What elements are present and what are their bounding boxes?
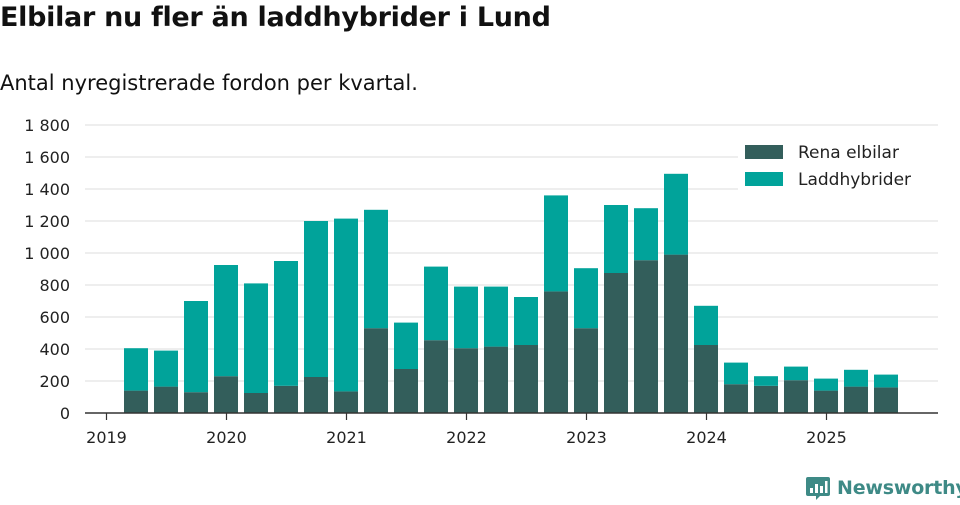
y-tick-label: 1 600 <box>24 148 70 167</box>
bar-laddhybrider <box>514 297 538 345</box>
bar-rena-elbilar <box>274 385 298 413</box>
bar-rena-elbilar <box>844 386 868 413</box>
bar-laddhybrider <box>724 362 748 385</box>
x-tick-label: 2021 <box>326 428 367 447</box>
bar-laddhybrider <box>874 374 898 388</box>
bar-rena-elbilar <box>244 393 268 413</box>
bar-rena-elbilar <box>184 392 208 413</box>
legend-label: Laddhybrider <box>798 170 911 190</box>
bar-laddhybrider <box>304 221 328 377</box>
bar-laddhybrider <box>124 348 148 391</box>
bar-rena-elbilar <box>814 390 838 413</box>
bar-rena-elbilar <box>394 369 418 413</box>
bar-laddhybrider <box>274 261 298 386</box>
newsworthy-logo-text: Newsworthy <box>837 477 960 499</box>
bar-rena-elbilar <box>334 391 358 413</box>
bar-laddhybrider <box>454 286 478 349</box>
chart-subtitle: Antal nyregistrerade fordon per kvartal. <box>0 71 418 95</box>
bar-rena-elbilar <box>874 387 898 413</box>
bar-rena-elbilar <box>754 385 778 413</box>
bar-laddhybrider <box>844 369 868 387</box>
bar-laddhybrider <box>214 265 238 377</box>
bar-laddhybrider <box>364 209 388 329</box>
bar-rena-elbilar <box>214 376 238 413</box>
x-tick-label: 2019 <box>86 428 127 447</box>
bar-rena-elbilar <box>634 260 658 413</box>
bar-laddhybrider <box>754 376 778 386</box>
bar-laddhybrider <box>694 305 718 345</box>
y-tick-label: 1 000 <box>24 244 70 263</box>
bar-rena-elbilar <box>454 348 478 413</box>
y-tick-label: 1 800 <box>24 116 70 135</box>
bar-rena-elbilar <box>514 345 538 413</box>
legend-swatch <box>745 145 783 159</box>
bar-laddhybrider <box>244 283 268 393</box>
bar-laddhybrider <box>484 286 508 347</box>
bar-laddhybrider <box>574 268 598 329</box>
bar-laddhybrider <box>784 366 808 381</box>
x-tick-label: 2024 <box>686 428 727 447</box>
y-tick-label: 1 200 <box>24 212 70 231</box>
bar-rena-elbilar <box>424 340 448 413</box>
bar-rena-elbilar <box>604 273 628 413</box>
bar-laddhybrider <box>154 350 178 387</box>
x-tick-label: 2025 <box>806 428 847 447</box>
newsworthy-logo-icon <box>806 477 830 500</box>
y-tick-label: 0 <box>60 404 70 423</box>
legend-label: Rena elbilar <box>798 143 899 163</box>
chart-title: Elbilar nu fler än laddhybrider i Lund <box>0 2 551 33</box>
x-tick-label: 2020 <box>206 428 247 447</box>
bar-rena-elbilar <box>304 377 328 413</box>
bar-laddhybrider <box>604 205 628 273</box>
bar-rena-elbilar <box>154 386 178 413</box>
y-tick-label: 600 <box>39 308 70 327</box>
bar-rena-elbilar <box>484 346 508 413</box>
bar-laddhybrider <box>634 208 658 261</box>
bar-laddhybrider <box>664 173 688 255</box>
y-tick-label: 800 <box>39 276 70 295</box>
bar-rena-elbilar <box>124 390 148 413</box>
bar-laddhybrider <box>334 218 358 392</box>
bar-laddhybrider <box>814 378 838 391</box>
y-tick-label: 200 <box>39 372 70 391</box>
bar-laddhybrider <box>184 301 208 393</box>
bar-rena-elbilar <box>574 328 598 413</box>
y-tick-label: 1 400 <box>24 180 70 199</box>
bar-laddhybrider <box>424 266 448 341</box>
bar-rena-elbilar <box>664 254 688 413</box>
bar-laddhybrider <box>544 195 568 292</box>
newsworthy-logo: Newsworthy <box>805 475 960 501</box>
bar-rena-elbilar <box>364 328 388 413</box>
x-tick-label: 2023 <box>566 428 607 447</box>
bar-rena-elbilar <box>724 384 748 413</box>
bar-rena-elbilar <box>544 291 568 413</box>
legend-swatch <box>745 172 783 186</box>
x-tick-label: 2022 <box>446 428 487 447</box>
y-tick-label: 400 <box>39 340 70 359</box>
bar-rena-elbilar <box>784 380 808 413</box>
bar-rena-elbilar <box>694 345 718 413</box>
bar-laddhybrider <box>394 322 418 369</box>
